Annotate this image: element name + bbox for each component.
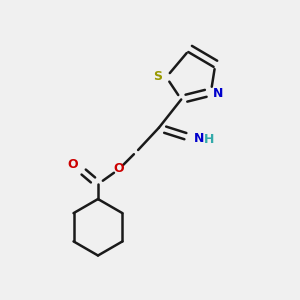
Text: O: O (113, 162, 124, 175)
Text: S: S (154, 70, 163, 83)
Text: N: N (213, 87, 223, 100)
Text: O: O (68, 158, 78, 171)
Text: N: N (194, 132, 205, 145)
Text: H: H (204, 133, 214, 146)
